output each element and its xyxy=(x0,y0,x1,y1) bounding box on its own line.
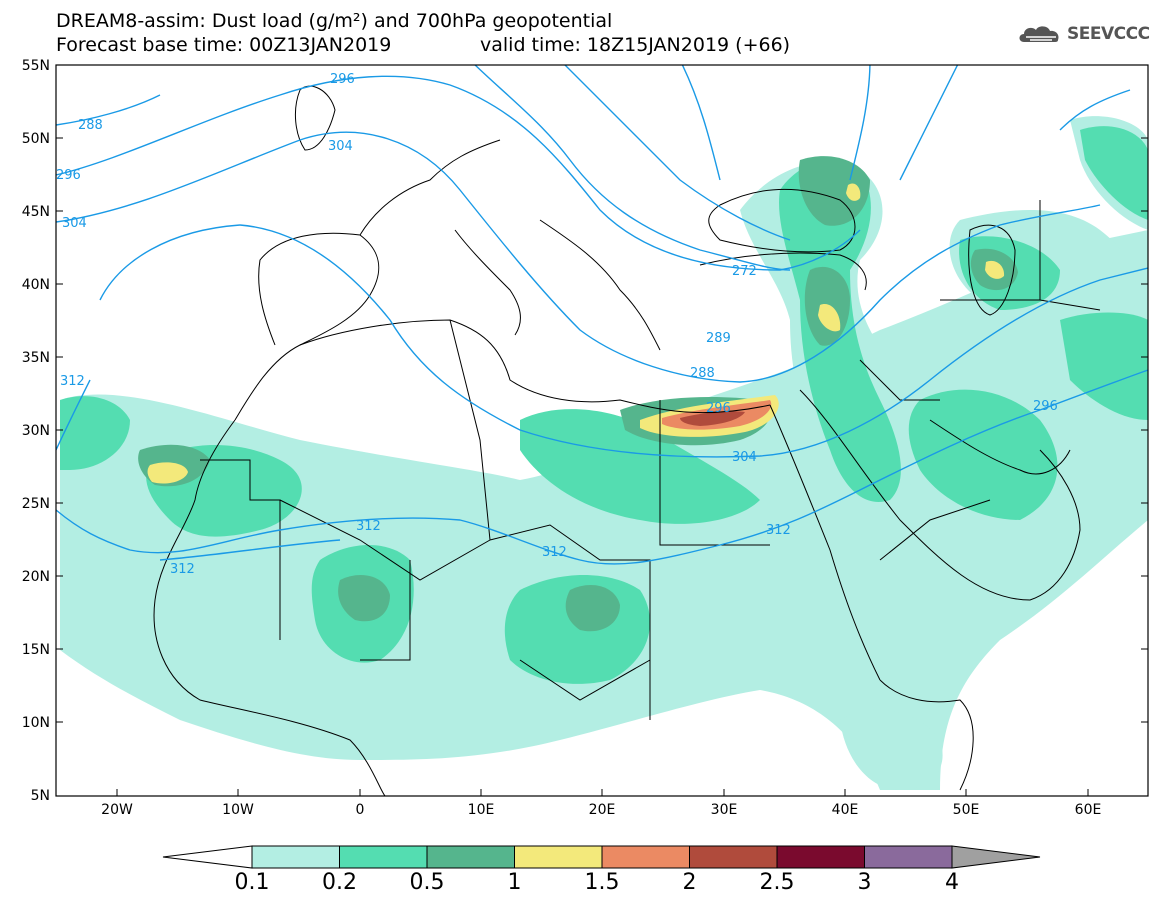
colorbar-swatch xyxy=(601,845,690,869)
latitude-labels: 55N 50N 45N 40N 35N 30N 25N 20N 15N 10N … xyxy=(22,58,50,804)
lon-label: 10E xyxy=(468,802,495,818)
svg-text:272: 272 xyxy=(732,264,757,279)
lat-label: 20N xyxy=(22,569,50,585)
svg-text:288: 288 xyxy=(78,118,103,133)
lat-label: 40N xyxy=(22,277,50,293)
svg-text:296: 296 xyxy=(1033,399,1058,414)
svg-text:304: 304 xyxy=(62,216,87,231)
colorbar-label: 1 xyxy=(507,870,522,895)
longitude-axis xyxy=(116,789,1089,796)
dust-field-peak xyxy=(680,411,745,426)
forecast-base-time: Forecast base time: 00Z13JAN2019 xyxy=(56,34,392,56)
colorbar-label: 4 xyxy=(945,870,959,895)
svg-text:312: 312 xyxy=(356,519,381,534)
geopotential-contours xyxy=(56,65,1148,565)
svg-text:312: 312 xyxy=(766,523,791,538)
lat-label: 5N xyxy=(31,788,50,804)
lon-label: 40E xyxy=(832,802,859,818)
colorbar-over-triangle xyxy=(951,845,1041,869)
colorbar-label: 0.5 xyxy=(409,870,445,895)
lon-label: 20E xyxy=(589,802,616,818)
colorbar-label: 0.1 xyxy=(234,870,270,895)
colorbar-under-triangle xyxy=(162,845,253,869)
map-title: DREAM8-assim: Dust load (g/m²) and 700hP… xyxy=(56,10,613,32)
lat-label: 15N xyxy=(22,642,50,658)
lat-label: 25N xyxy=(22,496,50,512)
colorbar-swatch xyxy=(689,845,778,869)
svg-text:304: 304 xyxy=(732,450,757,465)
seevccc-logo: SEEVCCC xyxy=(1016,22,1150,46)
latitude-axis xyxy=(56,64,1148,723)
svg-text:312: 312 xyxy=(60,374,85,389)
lat-label: 30N xyxy=(22,423,50,439)
lat-label: 10N xyxy=(22,715,50,731)
lon-label: 0 xyxy=(356,802,365,818)
colorbar-swatch xyxy=(339,845,428,869)
lon-label: 10W xyxy=(222,802,254,818)
colorbar-swatch xyxy=(864,845,953,869)
svg-text:296: 296 xyxy=(330,72,355,87)
colorbar-label: 2 xyxy=(682,870,697,895)
svg-text:289: 289 xyxy=(706,331,731,346)
valid-time: valid time: 18Z15JAN2019 (+66) xyxy=(480,34,791,56)
svg-text:312: 312 xyxy=(170,562,195,577)
coastlines xyxy=(153,85,1101,796)
lat-label: 35N xyxy=(22,350,50,366)
colorbar-swatch xyxy=(514,845,603,869)
svg-text:288: 288 xyxy=(690,366,715,381)
svg-text:296: 296 xyxy=(56,168,81,183)
map-plot-area: 296 288 304 296 304 272 289 288 296 304 … xyxy=(56,65,1148,796)
lat-label: 50N xyxy=(22,131,50,147)
logo-text: SEEVCCC xyxy=(1067,24,1150,44)
lon-label: 20W xyxy=(101,802,133,818)
lon-label: 50E xyxy=(953,802,980,818)
svg-text:304: 304 xyxy=(328,139,353,154)
colorbar-swatch xyxy=(426,845,515,869)
svg-text:312: 312 xyxy=(542,545,567,560)
contour-labels: 296 288 304 296 304 272 289 288 296 304 … xyxy=(56,72,1058,577)
colorbar xyxy=(162,845,1041,869)
lat-label: 55N xyxy=(22,58,50,74)
svg-text:296: 296 xyxy=(706,401,731,416)
colorbar-swatch xyxy=(776,845,865,869)
colorbar-swatch xyxy=(251,845,340,869)
lon-label: 30E xyxy=(711,802,738,818)
colorbar-label: 2.5 xyxy=(759,870,795,895)
colorbar-label: 1.5 xyxy=(584,870,620,895)
colorbar-label: 3 xyxy=(857,870,872,895)
lon-label: 60E xyxy=(1075,802,1102,818)
longitude-labels: 20W 10W 0 10E 20E 30E 40E 50E 60E xyxy=(101,802,1101,818)
lat-label: 45N xyxy=(22,204,50,220)
colorbar-label: 0.2 xyxy=(322,870,357,895)
cloud-icon xyxy=(1019,26,1059,42)
